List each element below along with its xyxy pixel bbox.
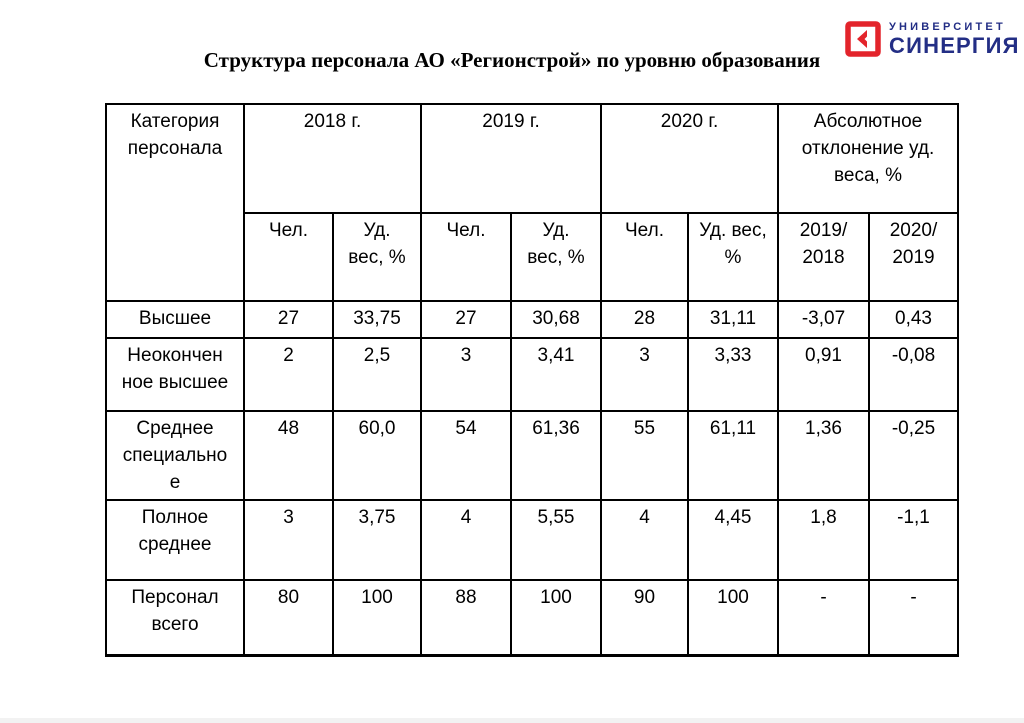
header-people-2019: Чел.: [420, 212, 512, 302]
logo-text: УНИВЕРСИТЕТ СИНЕРГИЯ: [889, 20, 1020, 58]
row-category: Полное среднее: [105, 499, 245, 581]
table-row: Персонал всего 80 100 88 100 90 100 - -: [105, 579, 959, 656]
table-cell: 3: [600, 337, 689, 412]
table-cell: 54: [420, 410, 512, 501]
table-cell: 4,45: [687, 499, 779, 581]
table-cell: 1,36: [777, 410, 870, 501]
table-row: Полное среднее 3 3,75 4 5,55 4 4,45 1,8 …: [105, 499, 959, 581]
table-cell: 2,5: [332, 337, 422, 412]
synergy-chevron-icon: [845, 21, 881, 57]
table-cell: 3,75: [332, 499, 422, 581]
table-cell: 60,0: [332, 410, 422, 501]
table-row: Высшее 27 33,75 27 30,68 28 31,11 -3,07 …: [105, 300, 959, 339]
header-category: Категория персонала: [105, 103, 245, 302]
table-cell: 48: [243, 410, 334, 501]
header-year-2019: 2019 г.: [420, 103, 602, 214]
table-cell: 100: [332, 579, 422, 656]
table-cell: 2: [243, 337, 334, 412]
table-cell: 100: [687, 579, 779, 656]
table-cell: 80: [243, 579, 334, 656]
row-category: Неокончен ное высшее: [105, 337, 245, 412]
table-cell: -3,07: [777, 300, 870, 339]
table-cell: 3,41: [510, 337, 602, 412]
table-cell: 3: [243, 499, 334, 581]
personnel-structure-table: Категория персонала 2018 г. 2019 г. 2020…: [105, 103, 959, 657]
table-cell: -0,08: [868, 337, 959, 412]
header-weight-2020: Уд. вес, %: [687, 212, 779, 302]
university-logo: УНИВЕРСИТЕТ СИНЕРГИЯ: [845, 21, 1020, 57]
header-year-2018: 2018 г.: [243, 103, 422, 214]
table-cell: 1,8: [777, 499, 870, 581]
table-cell: 3,33: [687, 337, 779, 412]
header-year-2020: 2020 г.: [600, 103, 779, 214]
slide-bottom-edge: [0, 718, 1024, 723]
row-category: Высшее: [105, 300, 245, 339]
table-cell: 88: [420, 579, 512, 656]
table-cell: 27: [243, 300, 334, 339]
table-row: Неокончен ное высшее 2 2,5 3 3,41 3 3,33…: [105, 337, 959, 412]
table-cell: 90: [600, 579, 689, 656]
header-deviation: Абсолютное отклонение уд. веса, %: [777, 103, 959, 214]
row-category: Среднее специально е: [105, 410, 245, 501]
header-dev-2019-2018: 2019/ 2018: [777, 212, 870, 302]
table-cell: 33,75: [332, 300, 422, 339]
table-cell: 100: [510, 579, 602, 656]
table-cell: -: [868, 579, 959, 656]
table-cell: 55: [600, 410, 689, 501]
table-cell: 31,11: [687, 300, 779, 339]
header-weight-2018: Уд. вес, %: [332, 212, 422, 302]
logo-brand-label: СИНЕРГИЯ: [889, 32, 1020, 58]
header-weight-2019: Уд. вес, %: [510, 212, 602, 302]
table-cell: 0,43: [868, 300, 959, 339]
table-cell: -1,1: [868, 499, 959, 581]
header-dev-2020-2019: 2020/ 2019: [868, 212, 959, 302]
header-people-2020: Чел.: [600, 212, 689, 302]
table-cell: 3: [420, 337, 512, 412]
table-cell: 61,11: [687, 410, 779, 501]
table-cell: 5,55: [510, 499, 602, 581]
table-cell: 30,68: [510, 300, 602, 339]
header-people-2018: Чел.: [243, 212, 334, 302]
table-cell: 27: [420, 300, 512, 339]
table-cell: 28: [600, 300, 689, 339]
table-cell: 4: [600, 499, 689, 581]
row-category: Персонал всего: [105, 579, 245, 656]
table-cell: 4: [420, 499, 512, 581]
table-cell: 0,91: [777, 337, 870, 412]
table-cell: -0,25: [868, 410, 959, 501]
table-row: Среднее специально е 48 60,0 54 61,36 55…: [105, 410, 959, 501]
table-cell: -: [777, 579, 870, 656]
logo-university-label: УНИВЕРСИТЕТ: [889, 20, 1006, 33]
page-title: Структура персонала АО «Регионстрой» по …: [203, 48, 821, 72]
table-cell: 61,36: [510, 410, 602, 501]
